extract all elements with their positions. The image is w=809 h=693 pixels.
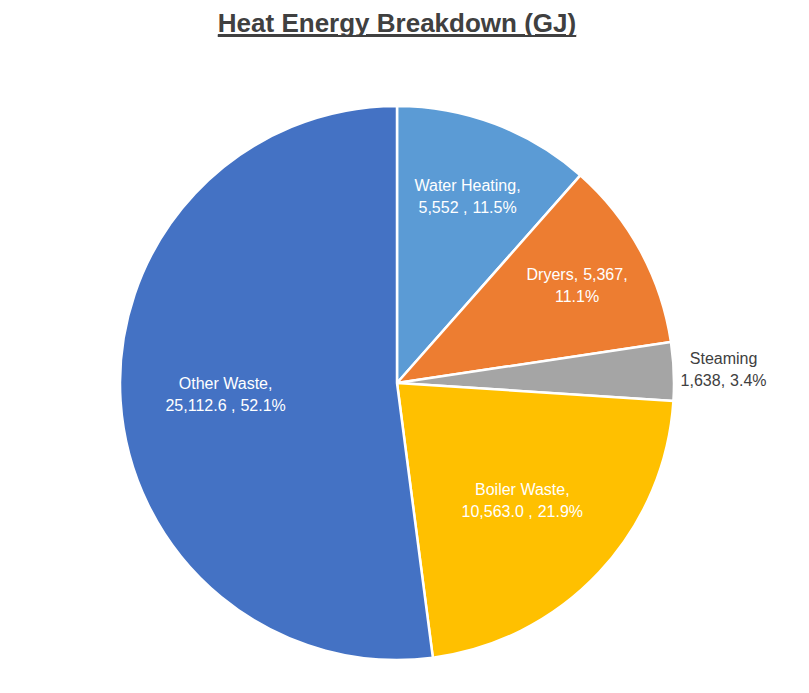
chart-svg: Heat Energy Breakdown (GJ) Water Heating,… xyxy=(0,0,809,693)
category-label: Steaming xyxy=(690,350,758,367)
value-label: 25,112.6 , xyxy=(165,397,235,414)
category-label: Dryers, xyxy=(527,266,579,283)
slice-label: Other Waste, 25,112.6 , 52.1% xyxy=(165,375,285,414)
percentage-label: 3.4% xyxy=(730,372,766,389)
value-label: 10,563.0 , xyxy=(462,503,533,520)
data-labels: Water Heating, 5,552 , 11.5% Dryers,5,367, 1… xyxy=(165,177,766,520)
value-label: 1,638, xyxy=(681,372,725,389)
category-label: Boiler Waste, xyxy=(475,481,570,498)
percentage-label: 21.9% xyxy=(538,503,583,520)
value-label: 5,367, xyxy=(583,266,627,283)
percentage-label: 11.5% xyxy=(472,199,516,216)
slices xyxy=(120,106,674,660)
category-label: Water Heating, xyxy=(414,177,520,194)
chart-title: Heat Energy Breakdown (GJ) xyxy=(218,8,576,38)
slice-label: Dryers,5,367, 11.1% xyxy=(527,266,628,305)
category-label: Other Waste, xyxy=(179,375,273,392)
percentage-label: 11.1% xyxy=(555,288,599,305)
slice-label: Steaming 1,638, 3.4% xyxy=(681,350,767,389)
pie-slice xyxy=(397,383,673,658)
slice-label: Boiler Waste, 10,563.0 , 21.9% xyxy=(462,481,584,520)
chart-container: Heat Energy Breakdown (GJ) Water Heating,… xyxy=(0,0,809,693)
percentage-label: 52.1% xyxy=(240,397,285,414)
slice-label: Water Heating, 5,552 , 11.5% xyxy=(414,177,520,216)
value-label: 5,552 , xyxy=(418,199,467,216)
title-underline xyxy=(218,35,576,37)
pie-slice xyxy=(120,106,433,660)
